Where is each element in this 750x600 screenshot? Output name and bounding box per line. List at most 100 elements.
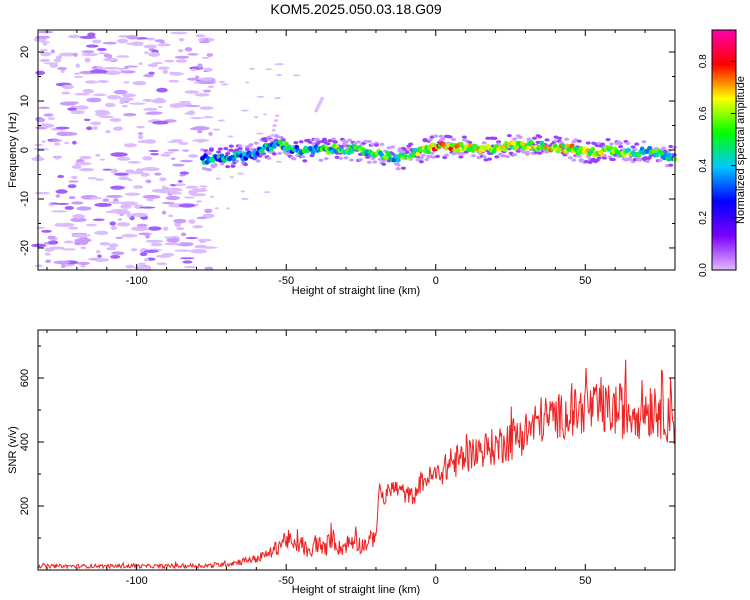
spectrogram-x-tick-label: -50 [278,275,294,287]
spectrogram-trace-halo [481,141,487,145]
spectrogram-trace-halo [420,153,426,157]
spectrogram-noise-cell [54,222,63,227]
spectrogram-noise-cell [184,47,193,52]
spectrogram-trace-halo [332,140,338,144]
spectrogram-noise-cell [94,202,112,207]
spectrogram-noise-cell [206,53,213,57]
spectrogram-noise-cell [71,233,88,238]
spectrogram-trace-cell [395,157,401,163]
spectrogram-noise-cell [156,87,168,93]
snr-x-axis-label: Height of straight line (km) [292,584,420,596]
spectrogram-noise-cell [95,153,101,157]
spectrogram-trace-halo [316,104,321,108]
snr-x-ticks: -100 -50 0 50 [46,330,676,587]
spectrogram-trace-halo [512,153,518,157]
spectrogram-trace-halo [585,141,591,145]
spectrogram-noise-cell [163,242,182,246]
spectrogram-noise-cell [116,55,130,58]
spectrogram-noise-cell [67,226,79,230]
colorbar-tick-label: 0.8 [698,54,709,68]
spectrogram-noise-cell [143,249,159,253]
spectrogram-trace-halo [274,119,279,123]
spectrogram-noise-cell [106,247,117,251]
spectrogram-trace-halo [517,135,523,139]
spectrogram-noise-cell [204,266,214,271]
spectrogram-noise-cell [195,34,206,38]
spectrogram-noise-cell [92,126,98,130]
spectrogram-noise-cell [162,226,169,231]
spectrogram-noise-cell [179,174,186,177]
spectrogram-noise-cell [188,154,199,158]
spectrogram-noise-cell [158,105,163,109]
spectrogram-noise-cell [113,89,128,95]
spectrogram-trace-cell [277,139,283,145]
spectrogram-noise-cell [47,235,56,240]
spectrogram-noise-cell [130,41,144,47]
spectrogram-y-tick-label: 10 [19,95,31,107]
spectrogram-noise-cell [40,41,50,44]
snr-y-axis-label: SNR (v/v) [7,426,19,474]
spectrogram-trace-halo [208,147,214,151]
spectrogram-trace-halo [600,142,606,146]
spectrogram-noise-cell [181,149,190,152]
spectrogram-noise-cell [72,140,77,145]
spectrogram-trace-halo [207,168,213,172]
spectrogram-noise-cell [180,232,187,237]
spectrogram-trace-halo [217,147,223,151]
spectrogram-noise-cell [116,222,131,227]
spectrogram-noise-cell [146,198,154,202]
spectrogram-noise-cell [137,37,148,40]
spectrogram-noise-cell [96,47,107,52]
spectrogram-trace-halo [366,160,372,164]
spectrogram-noise-cell [148,149,159,153]
spectrogram-trace-halo [314,137,320,141]
spectrogram-noise-cell [73,75,84,78]
spectrogram-noise-cell [68,180,79,183]
spectrogram-noise-cell [75,63,81,69]
spectrogram-noise-cell [221,83,229,86]
spectrogram-noise-cell [209,195,215,198]
spectrogram-trace-halo [212,163,218,168]
spectrogram-noise-cell [87,32,96,37]
spectrogram-trace-halo [356,140,362,144]
spectrogram-noise-cell [170,31,188,35]
spectrogram-trace-halo [515,149,521,153]
spectrogram-noise-cell [275,160,283,163]
spectrogram-noise-cell [38,106,51,110]
spectrogram-noise-cell [83,118,91,122]
spectrogram-noise-cell [110,152,128,157]
spectrogram-trace-halo [481,155,487,159]
spectrogram-noise-cell [165,195,180,201]
spectrogram-noise-cell [171,139,184,142]
spectrogram-noise-cell [147,63,159,68]
spectrogram-trace-cell [386,152,392,158]
spectrogram-noise-cell [249,67,255,70]
spectrogram-trace-halo [399,150,405,154]
spectrogram-noise-cell [64,141,70,145]
spectrogram-noise-cell [142,107,158,111]
spectrogram-trace-cell [310,150,316,155]
spectrogram-trace-halo [671,153,677,157]
spectrogram-trace-halo [418,160,424,164]
spectrogram-noise-cell [133,185,144,189]
spectrogram-trace-halo [618,141,624,145]
spectrogram-trace-halo [320,97,325,101]
colorbar-frame [711,29,737,271]
spectrogram-noise-cell [175,227,185,231]
spectrogram-trace-halo [365,155,371,159]
spectrogram-trace-cell [268,146,274,152]
spectrogram-noise-cell [103,53,110,58]
spectrogram-noise-cell [201,56,210,59]
spectrogram-trace-halo [458,155,464,159]
spectrogram-noise-cell [124,65,139,68]
spectrogram-noise-cell [184,90,200,94]
spectrogram-trace-halo [485,136,491,140]
spectrogram-noise-cell [43,62,59,65]
spectrogram-noise-cell [173,218,187,224]
spectrogram-trace-cell [599,151,605,157]
spectrogram-trace-halo [630,145,636,149]
spectrogram-noise-cell [81,50,95,54]
spectrogram-noise-cell [85,223,98,227]
spectrogram-noise-cell [178,203,196,208]
spectrogram-x-tick-label: 50 [579,275,591,287]
